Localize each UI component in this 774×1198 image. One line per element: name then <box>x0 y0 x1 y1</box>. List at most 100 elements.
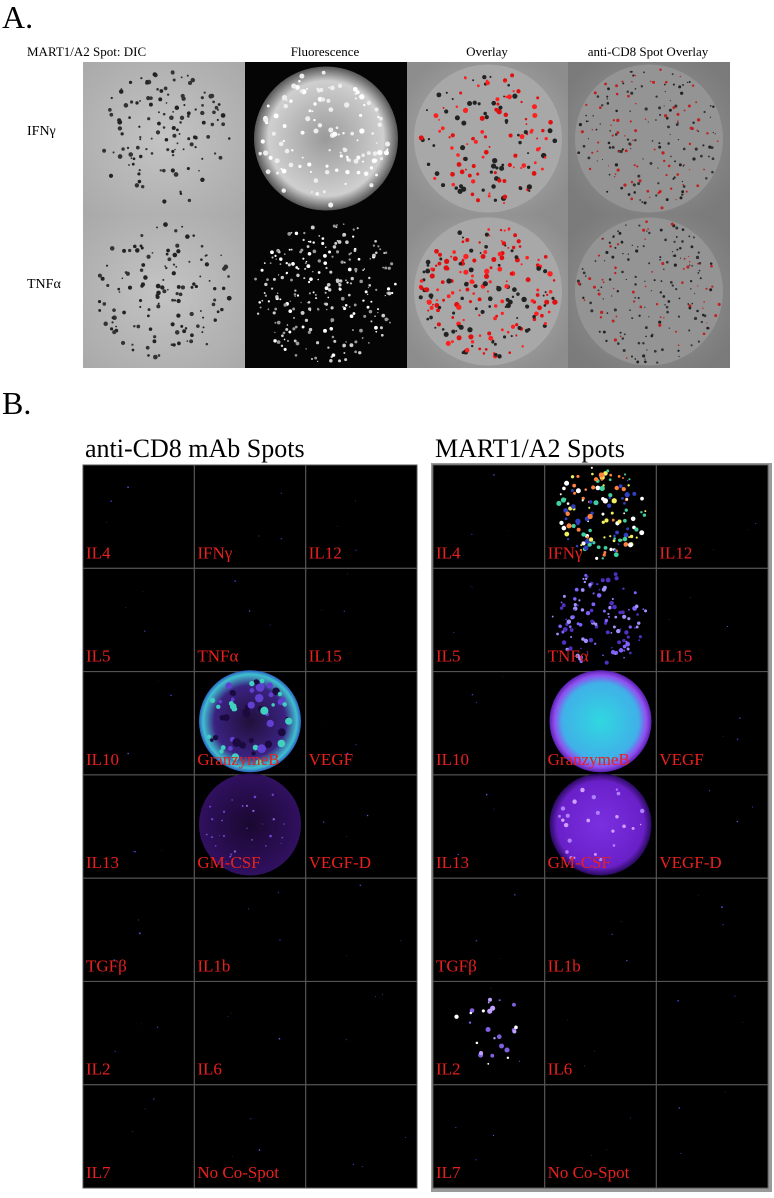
spot <box>135 145 140 150</box>
spot <box>696 184 700 188</box>
spot <box>281 188 286 193</box>
spot <box>344 358 348 362</box>
spot <box>578 622 583 627</box>
spot <box>436 288 440 292</box>
spot <box>603 545 608 550</box>
spot <box>484 232 489 237</box>
spot <box>587 156 591 160</box>
spot <box>629 651 632 655</box>
spot <box>419 279 424 283</box>
cell-label: IL5 <box>436 647 461 666</box>
spot <box>456 304 462 310</box>
spot <box>171 149 175 154</box>
spot <box>501 163 505 167</box>
spot <box>112 330 117 335</box>
spot <box>573 856 576 859</box>
spot <box>287 263 291 267</box>
spot <box>691 84 695 87</box>
spot <box>281 334 284 338</box>
spot <box>602 281 605 284</box>
spot <box>227 745 233 752</box>
spot <box>280 537 283 540</box>
spot <box>468 1021 472 1024</box>
spot <box>249 688 255 693</box>
spot <box>363 103 366 107</box>
spot <box>498 105 503 110</box>
spot <box>590 466 593 469</box>
spot <box>455 329 458 332</box>
spot <box>265 169 271 175</box>
spot <box>592 592 595 595</box>
spot <box>156 226 158 229</box>
spot <box>502 179 507 183</box>
spot <box>500 311 504 315</box>
spot <box>317 271 321 274</box>
spot <box>153 1098 155 1100</box>
spot <box>578 599 581 602</box>
spot <box>230 1012 232 1014</box>
spot <box>635 536 638 539</box>
spot <box>451 329 456 334</box>
spot <box>623 183 627 187</box>
spot <box>442 106 445 109</box>
spot <box>383 251 386 255</box>
spot <box>307 240 310 243</box>
spot <box>500 328 504 332</box>
spot <box>585 610 591 616</box>
spot <box>599 316 603 319</box>
spot <box>394 282 397 286</box>
spot <box>425 109 428 112</box>
spot <box>200 258 203 261</box>
spot <box>295 266 299 269</box>
spot <box>627 258 630 261</box>
spot <box>170 168 175 173</box>
spot <box>339 154 343 158</box>
spot <box>277 891 280 894</box>
spot <box>616 290 619 293</box>
spot <box>579 659 583 664</box>
spot <box>275 258 278 260</box>
spot <box>327 288 332 292</box>
spot <box>487 296 493 302</box>
spot <box>686 265 690 269</box>
spot <box>634 74 636 77</box>
spot <box>451 97 454 101</box>
spot <box>179 121 182 124</box>
spot <box>616 118 620 123</box>
spot <box>525 277 531 283</box>
cell-label: IL5 <box>86 647 111 666</box>
spot <box>332 245 337 249</box>
spot <box>448 136 451 139</box>
spot <box>671 284 674 287</box>
cell-label: IL1b <box>197 956 230 975</box>
spot <box>659 291 663 294</box>
spot <box>321 609 323 611</box>
spot <box>734 995 736 997</box>
spot <box>214 845 217 847</box>
spot <box>478 347 482 351</box>
spot <box>512 287 517 292</box>
spot <box>227 275 230 278</box>
spot <box>120 340 126 346</box>
spot <box>277 739 286 748</box>
spot <box>623 333 626 336</box>
spot <box>255 759 263 766</box>
spot <box>678 1107 681 1109</box>
spot <box>151 251 154 254</box>
spot <box>263 150 269 156</box>
spot <box>384 150 389 156</box>
spot <box>344 182 347 186</box>
spot <box>696 129 699 132</box>
spot <box>484 244 488 249</box>
spot <box>608 615 610 618</box>
spot <box>507 83 510 87</box>
spot <box>656 361 659 364</box>
spot <box>614 266 617 269</box>
spot <box>186 114 190 118</box>
spot <box>688 169 690 171</box>
spot <box>480 309 485 314</box>
spot <box>685 190 688 193</box>
spot <box>638 224 641 227</box>
spot <box>374 107 379 112</box>
spot <box>489 170 493 174</box>
